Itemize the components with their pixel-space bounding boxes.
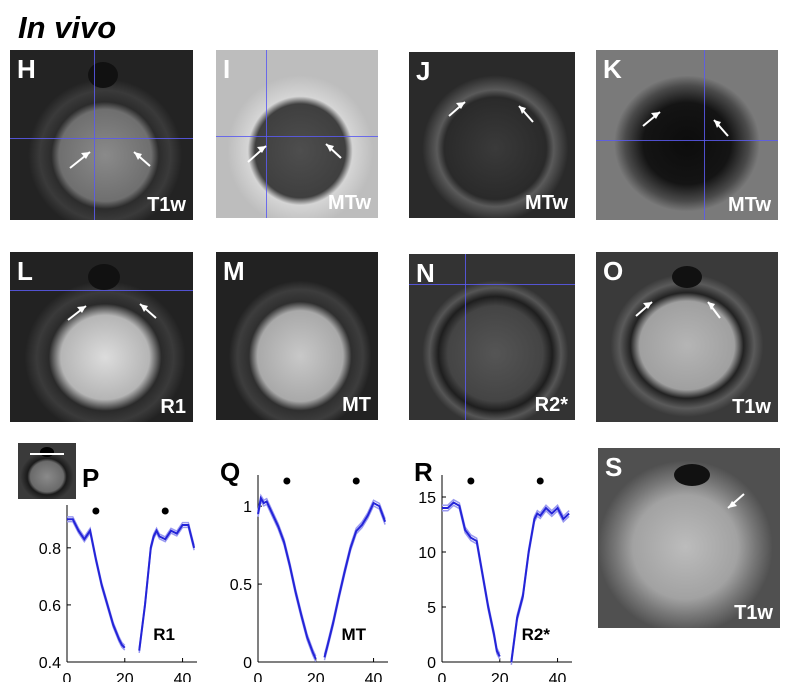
panel-letter: S xyxy=(605,452,623,482)
series-line-0 xyxy=(442,501,501,657)
panel-letter: N xyxy=(416,258,435,288)
x-tick-label: 40 xyxy=(174,671,192,682)
x-tick-label: 20 xyxy=(491,671,509,682)
arrow-icon xyxy=(69,151,151,169)
panel-l: L R1 xyxy=(10,252,193,422)
arrow-icon xyxy=(635,301,721,319)
plot-annotation: R2* xyxy=(522,625,551,644)
panel-letter: M xyxy=(223,256,245,286)
arrow-icon xyxy=(448,101,534,123)
panel-letter: I xyxy=(223,54,231,84)
x-tick-label: 20 xyxy=(307,671,325,682)
series-line-1 xyxy=(138,523,196,651)
panel-caption: MT xyxy=(342,394,371,416)
x-tick-label: 40 xyxy=(365,671,383,682)
panel-letter: H xyxy=(17,54,36,84)
y-tick-label: 0.5 xyxy=(230,577,252,594)
plot-p: P 0.4 0.6 0.8 0 20 40 R1 xyxy=(0,455,210,687)
marker-dot xyxy=(161,507,169,515)
plot-r: R 0 5 10 15 0 20 40 R2* xyxy=(400,455,590,687)
x-tick-label: 0 xyxy=(63,671,72,682)
panel-letter: L xyxy=(17,256,33,286)
panel-j: J MTw xyxy=(409,52,575,218)
panel-caption: T1w xyxy=(147,194,186,216)
y-tick-label: 0.6 xyxy=(39,598,61,615)
series-line-1 xyxy=(323,501,387,658)
line-chart-p: 0.4 0.6 0.8 0 20 40 R1 xyxy=(39,505,197,687)
series-band xyxy=(257,493,317,657)
line-chart-q: 0 0.5 1 0 20 40 MT xyxy=(230,475,388,687)
marker-dot xyxy=(352,477,360,485)
y-tick-label: 0 xyxy=(427,655,436,672)
series-band xyxy=(442,498,501,655)
arrow-icon xyxy=(642,111,729,137)
panel-letter-r: R xyxy=(414,457,433,487)
arrow-icon xyxy=(67,303,157,321)
x-tick-label: 0 xyxy=(254,671,263,682)
plot-annotation: R1 xyxy=(153,625,175,644)
panel-caption: MTw xyxy=(328,192,371,214)
inset-thumbnail xyxy=(18,443,76,499)
arrow-icon xyxy=(247,143,342,163)
arrow-icon xyxy=(727,493,745,509)
panel-caption: T1w xyxy=(734,602,773,624)
panel-caption: R2* xyxy=(534,394,568,416)
panel-letter-p: P xyxy=(82,463,100,493)
series-band xyxy=(67,516,126,646)
panel-s: S T1w xyxy=(598,448,780,628)
panel-letter: O xyxy=(603,256,624,286)
series-line-0 xyxy=(67,518,126,649)
panel-i: I MTw xyxy=(216,50,378,218)
plot-q: Q 0 0.5 1 0 20 40 MT xyxy=(210,455,400,687)
line-chart-r: 0 5 10 15 0 20 40 R2* xyxy=(418,475,572,687)
marker-dot xyxy=(283,477,291,485)
panel-m: M MT xyxy=(216,252,378,420)
panel-k: K MTw xyxy=(596,50,778,220)
panel-letter: J xyxy=(416,56,431,86)
x-tick-label: 0 xyxy=(438,671,447,682)
marker-dot xyxy=(467,477,475,485)
panel-caption: MTw xyxy=(525,192,568,214)
marker-dot xyxy=(92,507,100,515)
x-tick-label: 40 xyxy=(549,671,567,682)
panel-letter: K xyxy=(603,54,622,84)
y-tick-label: 15 xyxy=(418,490,436,507)
figure-title: In vivo xyxy=(18,10,117,45)
series-line-1 xyxy=(510,506,570,663)
panel-h: H T1w xyxy=(10,50,193,220)
panel-n: N R2* xyxy=(409,254,575,420)
panel-caption: R1 xyxy=(160,396,186,418)
y-tick-label: 5 xyxy=(427,600,436,617)
y-tick-label: 1 xyxy=(243,499,252,516)
x-tick-label: 20 xyxy=(116,671,134,682)
panel-caption: T1w xyxy=(732,396,771,418)
y-tick-label: 0.8 xyxy=(39,541,61,558)
plot-annotation: MT xyxy=(341,625,366,644)
marker-dot xyxy=(536,477,544,485)
y-tick-label: 0.4 xyxy=(39,655,61,672)
series-line-0 xyxy=(257,495,317,660)
y-tick-label: 10 xyxy=(418,545,436,562)
panel-caption: MTw xyxy=(728,194,771,216)
series-band xyxy=(442,504,501,660)
y-tick-label: 0 xyxy=(243,655,252,672)
panel-letter-q: Q xyxy=(220,457,241,487)
panel-o: O T1w xyxy=(596,252,778,422)
